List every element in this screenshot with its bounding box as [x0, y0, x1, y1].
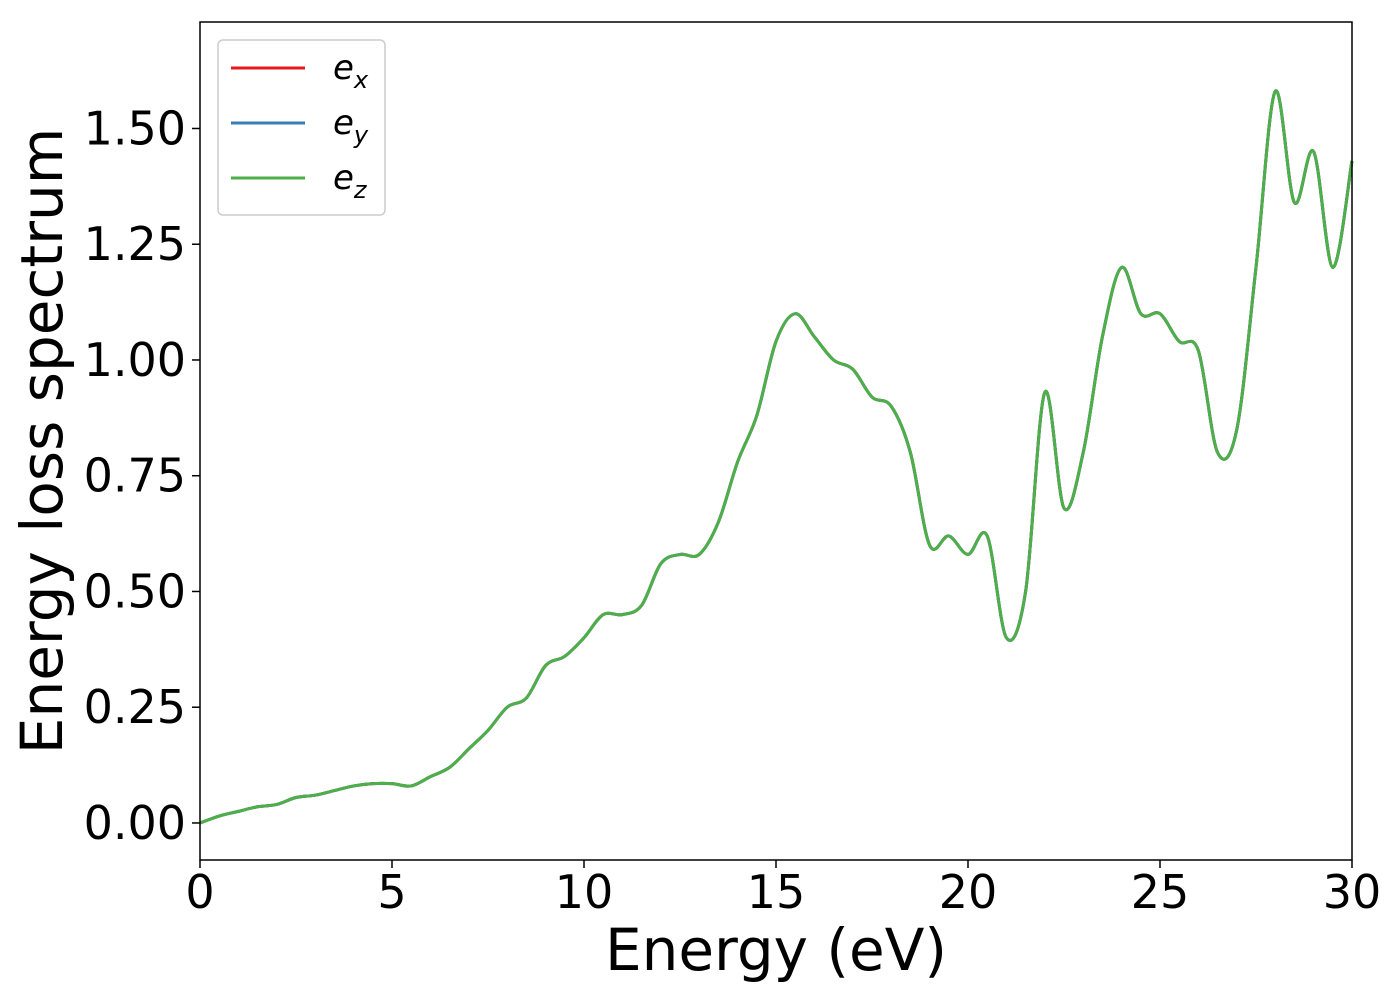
x-tick-label: 20 — [939, 865, 998, 919]
legend-frame — [217, 39, 386, 216]
y-tick-label: 1.50 — [84, 101, 186, 155]
x-tick-label: 10 — [555, 865, 614, 919]
y-axis-title: Energy loss spectrum — [8, 128, 76, 754]
x-tick-label: 25 — [1131, 865, 1190, 919]
y-axis: 0.00 0.25 0.50 0.75 1.00 1.25 1.50 — [84, 101, 200, 850]
y-tick-label: 0.50 — [84, 564, 186, 618]
series-line-e-z — [199, 89, 1354, 825]
x-axis: 0 5 10 15 20 25 30 — [185, 860, 1381, 919]
y-tick-label: 1.25 — [84, 217, 186, 271]
x-axis-title: Energy (eV) — [605, 916, 947, 984]
y-tick-label: 0.25 — [84, 680, 186, 734]
x-tick-label: 30 — [1323, 865, 1382, 919]
x-tick-label: 0 — [185, 865, 214, 919]
y-tick-label: 1.00 — [84, 333, 186, 387]
plot-area — [199, 89, 1354, 825]
y-tick-label: 0.00 — [84, 796, 186, 850]
x-tick-label: 5 — [377, 865, 406, 919]
y-tick-label: 0.75 — [84, 449, 186, 503]
x-tick-label: 15 — [747, 865, 806, 919]
